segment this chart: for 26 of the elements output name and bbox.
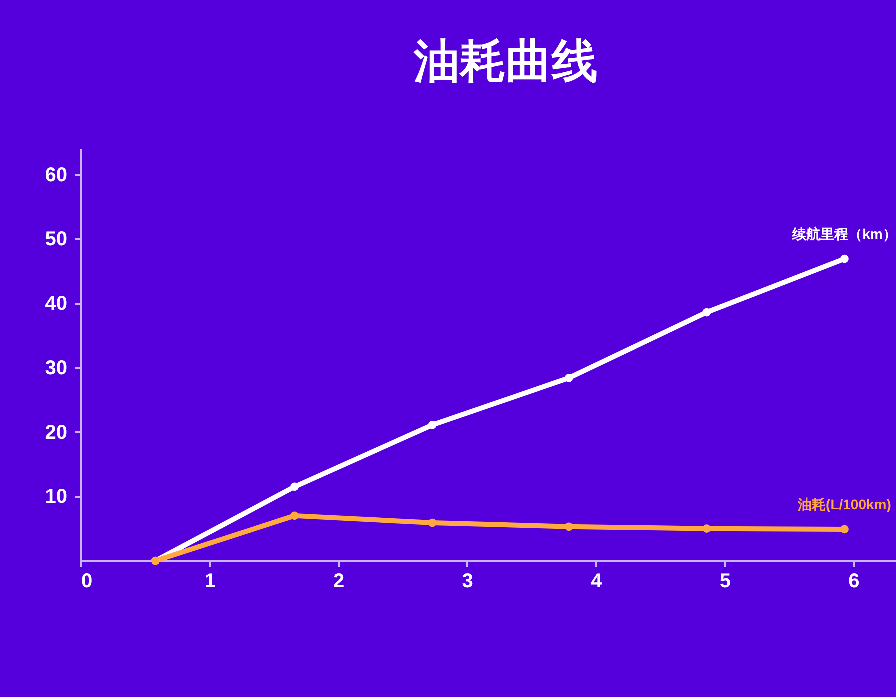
x-tick-label: 0 [82,570,93,592]
point [290,482,299,492]
point [290,512,299,520]
y-tick-label: 30 [45,357,68,380]
series-label: 续航里程（km） [792,226,896,242]
chart-title: 油耗曲线 [413,35,598,87]
y-tick-label: 10 [45,486,68,508]
y-tick-label: 40 [45,293,68,315]
point [702,308,712,317]
point [564,374,574,382]
x-tick-label: 6 [848,570,860,592]
x-tick-label: 3 [462,570,474,592]
series-label: 油耗(L/100km) [797,496,892,512]
point [428,420,437,430]
point [564,522,574,532]
x-tick-label: 1 [204,570,216,592]
point [840,254,849,264]
y-tick-label: 20 [45,422,68,444]
y-tick-label: 50 [45,228,68,251]
x-tick-label: 2 [334,570,345,592]
point [428,518,437,528]
x-tick-label: 4 [591,570,604,592]
x-tick-label: 5 [720,570,731,592]
y-tick-label: 60 [45,164,68,186]
point [702,524,712,533]
point [840,525,849,534]
